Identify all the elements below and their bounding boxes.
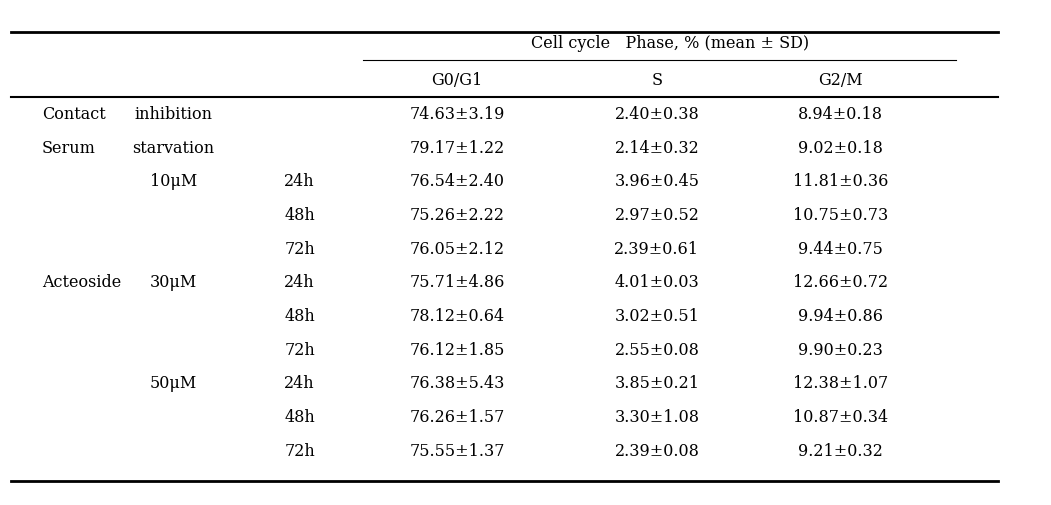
Text: 78.12±0.64: 78.12±0.64 [410,308,504,325]
Text: 74.63±3.19: 74.63±3.19 [410,106,504,123]
Text: starvation: starvation [132,140,214,157]
Text: 76.38±5.43: 76.38±5.43 [410,375,504,392]
Text: 75.26±2.22: 75.26±2.22 [410,207,504,224]
Text: 2.39±0.61: 2.39±0.61 [615,241,699,258]
Text: 10.75±0.73: 10.75±0.73 [794,207,888,224]
Text: 3.96±0.45: 3.96±0.45 [615,173,699,190]
Text: 48h: 48h [284,409,315,426]
Text: Cell cycle   Phase, % (mean ± SD): Cell cycle Phase, % (mean ± SD) [531,35,809,52]
Text: inhibition: inhibition [135,106,212,123]
Text: 30μM: 30μM [150,274,197,291]
Text: 75.71±4.86: 75.71±4.86 [410,274,504,291]
Text: 9.02±0.18: 9.02±0.18 [799,140,883,157]
Text: 3.30±1.08: 3.30±1.08 [615,409,699,426]
Text: Contact: Contact [42,106,106,123]
Text: 50μM: 50μM [150,375,197,392]
Text: 72h: 72h [284,443,315,460]
Text: G0/G1: G0/G1 [432,72,482,89]
Text: 11.81±0.36: 11.81±0.36 [794,173,888,190]
Text: 9.44±0.75: 9.44±0.75 [799,241,883,258]
Text: 2.40±0.38: 2.40±0.38 [615,106,699,123]
Text: 48h: 48h [284,207,315,224]
Text: 10μM: 10μM [150,173,197,190]
Text: 2.97±0.52: 2.97±0.52 [615,207,699,224]
Text: 76.12±1.85: 76.12±1.85 [410,342,504,359]
Text: G2/M: G2/M [819,72,863,89]
Text: Serum: Serum [42,140,96,157]
Text: 9.21±0.32: 9.21±0.32 [799,443,883,460]
Text: 12.66±0.72: 12.66±0.72 [794,274,888,291]
Text: 24h: 24h [284,375,315,392]
Text: 72h: 72h [284,342,315,359]
Text: 4.01±0.03: 4.01±0.03 [615,274,699,291]
Text: S: S [652,72,662,89]
Text: 12.38±1.07: 12.38±1.07 [794,375,888,392]
Text: 3.85±0.21: 3.85±0.21 [615,375,699,392]
Text: 76.54±2.40: 76.54±2.40 [410,173,504,190]
Text: 75.55±1.37: 75.55±1.37 [410,443,504,460]
Text: 48h: 48h [284,308,315,325]
Text: 76.05±2.12: 76.05±2.12 [410,241,504,258]
Text: 72h: 72h [284,241,315,258]
Text: 10.87±0.34: 10.87±0.34 [794,409,888,426]
Text: 24h: 24h [284,173,315,190]
Text: 2.55±0.08: 2.55±0.08 [615,342,699,359]
Text: 3.02±0.51: 3.02±0.51 [615,308,699,325]
Text: Acteoside: Acteoside [42,274,121,291]
Text: 9.90±0.23: 9.90±0.23 [799,342,883,359]
Text: 24h: 24h [284,274,315,291]
Text: 9.94±0.86: 9.94±0.86 [799,308,883,325]
Text: 76.26±1.57: 76.26±1.57 [410,409,504,426]
Text: 8.94±0.18: 8.94±0.18 [799,106,883,123]
Text: 2.14±0.32: 2.14±0.32 [615,140,699,157]
Text: 2.39±0.08: 2.39±0.08 [615,443,699,460]
Text: 79.17±1.22: 79.17±1.22 [410,140,504,157]
